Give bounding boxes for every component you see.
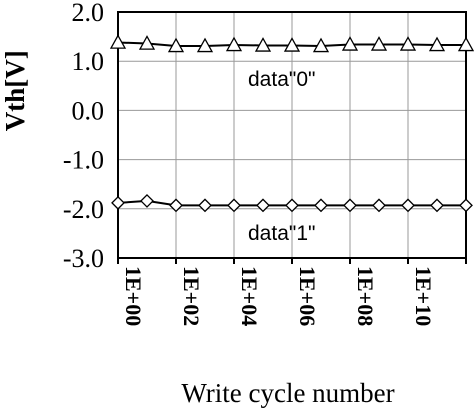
y-tick-label: -3.0 bbox=[63, 244, 104, 273]
data-point bbox=[256, 198, 270, 213]
data-point bbox=[343, 198, 357, 213]
y-axis-ticks: 2.0 1.0 0.0 -1.0 -2.0 -3.0 bbox=[63, 0, 104, 273]
data-point bbox=[370, 36, 388, 51]
data-point bbox=[459, 198, 473, 213]
data-point bbox=[457, 36, 474, 52]
data-point bbox=[138, 35, 156, 50]
data-point bbox=[227, 198, 241, 213]
x-axis-ticks: 1E+00 1E+02 1E+04 1E+06 1E+08 1E+10 1E+12 bbox=[117, 258, 474, 326]
y-tick-label: -1.0 bbox=[63, 146, 104, 175]
y-tick-label: 0.0 bbox=[72, 96, 105, 125]
data-point bbox=[254, 37, 272, 52]
data-point bbox=[167, 37, 185, 53]
y-tick-label: 1.0 bbox=[72, 47, 105, 76]
data-point bbox=[169, 198, 183, 213]
x-tick-label: 1E+00 bbox=[121, 266, 146, 326]
y-tick-label: -2.0 bbox=[63, 195, 104, 224]
series-diamond bbox=[111, 194, 473, 213]
data-point bbox=[428, 36, 446, 52]
x-tick-label: 1E+10 bbox=[411, 266, 436, 326]
series-label-data0: data"0" bbox=[248, 68, 315, 91]
data-point bbox=[372, 198, 386, 213]
x-tick-label: 1E+08 bbox=[353, 266, 378, 326]
data-point bbox=[198, 198, 212, 213]
data-point bbox=[109, 34, 127, 49]
data-point bbox=[283, 37, 301, 52]
data-point bbox=[111, 195, 125, 210]
data-point bbox=[225, 36, 243, 52]
x-tick-label: 1E+12 bbox=[469, 266, 474, 326]
y-tick-label: 2.0 bbox=[72, 0, 105, 27]
x-tick-label: 1E+04 bbox=[237, 266, 262, 326]
series-triangle bbox=[109, 34, 474, 53]
data-point bbox=[399, 36, 417, 51]
data-point bbox=[401, 198, 415, 213]
data-point bbox=[430, 198, 444, 213]
x-tick-label: 1E+02 bbox=[179, 266, 204, 326]
x-tick-label: 1E+06 bbox=[295, 266, 320, 326]
series-label-data1: data"1" bbox=[248, 222, 315, 245]
series-layer: data"0" data"1" bbox=[109, 34, 474, 245]
x-axis-title: Write cycle number bbox=[181, 378, 394, 408]
y-axis-title: Vth[V] bbox=[0, 50, 30, 131]
data-point bbox=[285, 198, 299, 213]
data-point bbox=[341, 36, 359, 51]
data-point bbox=[314, 198, 328, 213]
data-point bbox=[196, 37, 214, 53]
data-point bbox=[140, 194, 154, 208]
data-point bbox=[312, 37, 330, 53]
